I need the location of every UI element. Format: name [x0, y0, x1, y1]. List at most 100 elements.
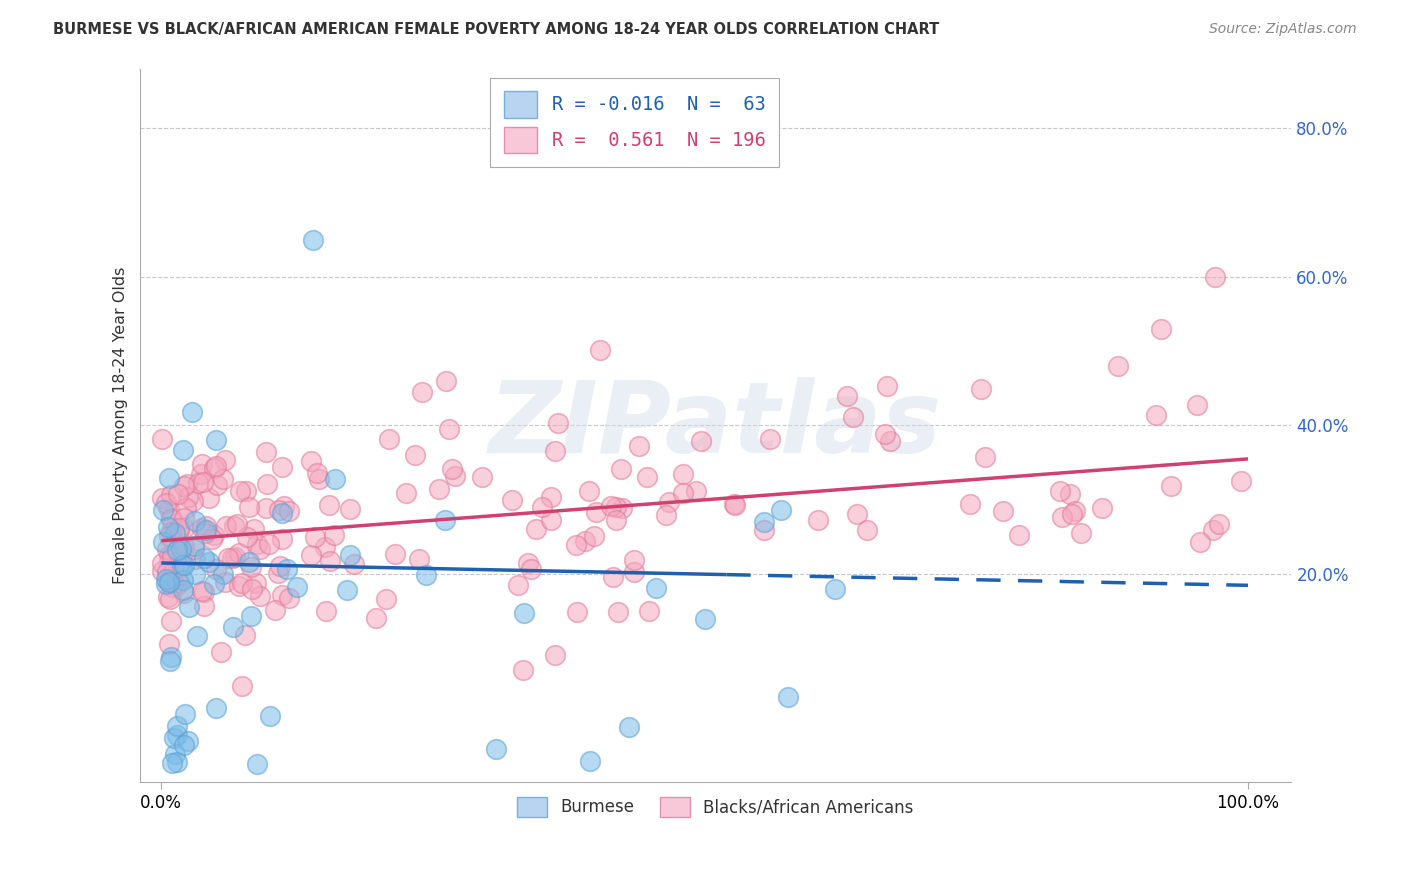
Point	[605, 513, 627, 527]
Point	[1202, 523, 1225, 537]
Point	[231, 575, 253, 590]
Point	[163, 731, 186, 745]
Point	[163, 526, 186, 541]
Point	[655, 508, 678, 522]
Point	[224, 549, 246, 564]
Point	[672, 467, 695, 481]
Point	[212, 472, 235, 486]
Point	[974, 450, 997, 464]
Point	[172, 548, 194, 562]
Point	[508, 578, 530, 592]
Point	[1144, 408, 1167, 422]
Point	[273, 499, 295, 513]
Text: BURMESE VS BLACK/AFRICAN AMERICAN FEMALE POVERTY AMONG 18-24 YEAR OLDS CORRELATI: BURMESE VS BLACK/AFRICAN AMERICAN FEMALE…	[53, 22, 939, 37]
Point	[173, 539, 195, 553]
Point	[156, 542, 179, 557]
Point	[610, 500, 633, 515]
Point	[246, 536, 269, 550]
Point	[172, 443, 194, 458]
Point	[671, 486, 693, 500]
Point	[191, 475, 214, 490]
Point	[267, 503, 290, 517]
Point	[172, 582, 194, 597]
Point	[752, 516, 775, 530]
Point	[173, 479, 195, 493]
Point	[155, 495, 177, 509]
Point	[173, 521, 195, 535]
Point	[157, 637, 180, 651]
Point	[411, 385, 433, 400]
Point	[269, 559, 291, 574]
Point	[277, 591, 299, 605]
Point	[540, 490, 562, 504]
Point	[233, 628, 256, 642]
Point	[165, 579, 187, 593]
Point	[228, 546, 250, 560]
Point	[157, 555, 180, 569]
Point	[501, 492, 523, 507]
Point	[444, 469, 467, 483]
Point	[193, 585, 215, 599]
Point	[214, 575, 236, 590]
Point	[193, 551, 215, 566]
Point	[574, 534, 596, 549]
Point	[159, 654, 181, 668]
Point	[277, 504, 299, 518]
Point	[246, 757, 269, 772]
Point	[578, 754, 600, 768]
Point	[181, 405, 204, 419]
Point	[257, 536, 280, 550]
Point	[565, 605, 588, 619]
Point	[245, 575, 267, 590]
Point	[229, 483, 252, 498]
Point	[256, 476, 278, 491]
Point	[222, 620, 245, 634]
Point	[302, 233, 325, 247]
Point	[304, 530, 326, 544]
Point	[824, 582, 846, 596]
Point	[589, 343, 612, 357]
Point	[645, 582, 668, 596]
Y-axis label: Female Poverty Among 18-24 Year Olds: Female Poverty Among 18-24 Year Olds	[114, 267, 128, 584]
Point	[242, 522, 264, 536]
Point	[191, 584, 214, 599]
Point	[160, 510, 183, 524]
Point	[516, 556, 538, 570]
Point	[157, 590, 180, 604]
Point	[305, 466, 328, 480]
Point	[172, 539, 194, 553]
Point	[173, 585, 195, 599]
Point	[873, 427, 896, 442]
Point	[1062, 508, 1084, 522]
Point	[271, 588, 294, 602]
Point	[336, 582, 359, 597]
Point	[174, 500, 197, 515]
Point	[263, 603, 285, 617]
Point	[299, 454, 322, 468]
Point	[1107, 359, 1129, 373]
Point	[602, 570, 624, 584]
Point	[181, 494, 204, 508]
Point	[384, 547, 406, 561]
Point	[485, 742, 508, 756]
Point	[693, 612, 716, 626]
Point	[205, 701, 228, 715]
Point	[685, 483, 707, 498]
Point	[152, 502, 174, 516]
Point	[1049, 483, 1071, 498]
Point	[531, 500, 554, 514]
Point	[170, 558, 193, 572]
Point	[547, 416, 569, 430]
Point	[315, 604, 337, 618]
Point	[191, 457, 214, 471]
Point	[184, 552, 207, 566]
Point	[323, 472, 346, 486]
Point	[724, 499, 747, 513]
Point	[752, 524, 775, 538]
Point	[606, 605, 628, 619]
Point	[778, 690, 800, 705]
Point	[276, 562, 298, 576]
Point	[214, 453, 236, 467]
Point	[173, 558, 195, 573]
Point	[1185, 398, 1208, 412]
